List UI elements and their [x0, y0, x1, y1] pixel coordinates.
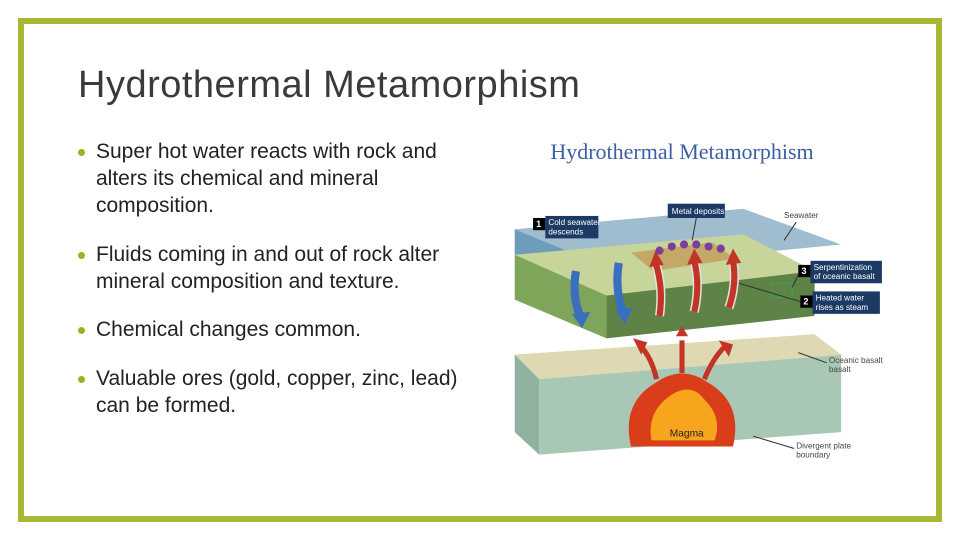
svg-text:basalt: basalt — [829, 365, 851, 374]
bullet-list: Super hot water reacts with rock and alt… — [78, 139, 458, 479]
diagram-container: Hydrothermal Metamorphism — [478, 139, 886, 479]
svg-text:descends: descends — [548, 227, 583, 236]
bullet-item: Super hot water reacts with rock and alt… — [78, 139, 458, 220]
svg-text:boundary: boundary — [796, 451, 831, 460]
slide-frame: Hydrothermal Metamorphism Super hot wate… — [18, 18, 942, 522]
bullet-item: Chemical changes common. — [78, 317, 458, 344]
diagram-title: Hydrothermal Metamorphism — [478, 139, 886, 165]
svg-text:Cold seawater: Cold seawater — [548, 218, 600, 227]
label-seawater: Seawater — [784, 211, 819, 220]
svg-text:Heated water: Heated water — [816, 294, 865, 303]
bullet-item: Fluids coming in and out of rock alter m… — [78, 242, 458, 296]
label-divergent-boundary: Divergent plate boundary — [753, 436, 851, 459]
svg-text:Serpentinization: Serpentinization — [814, 263, 873, 272]
svg-text:rises as steam: rises as steam — [816, 303, 869, 312]
bullet-item: Valuable ores (gold, copper, zinc, lead)… — [78, 366, 458, 420]
svg-text:2: 2 — [803, 297, 808, 307]
svg-text:3: 3 — [801, 266, 806, 276]
svg-text:Divergent plate: Divergent plate — [796, 441, 851, 450]
svg-text:of oceanic basalt: of oceanic basalt — [814, 272, 876, 281]
content-row: Super hot water reacts with rock and alt… — [78, 139, 886, 479]
svg-text:Metal deposits: Metal deposits — [672, 207, 725, 216]
label-magma: Magma — [670, 428, 704, 439]
svg-text:1: 1 — [536, 219, 541, 229]
slide-title: Hydrothermal Metamorphism — [78, 64, 886, 107]
svg-text:Oceanic basalt: Oceanic basalt — [829, 356, 884, 365]
hydrothermal-diagram: 1 Cold seawater descends Metal deposits … — [478, 171, 886, 471]
